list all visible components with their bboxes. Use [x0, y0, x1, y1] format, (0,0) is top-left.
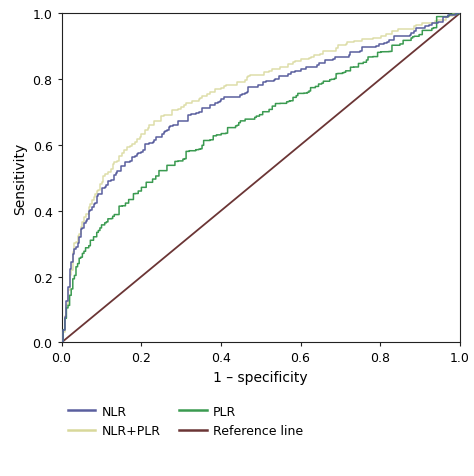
Y-axis label: Sensitivity: Sensitivity [13, 142, 27, 215]
Legend: NLR, NLR+PLR, PLR, Reference line: NLR, NLR+PLR, PLR, Reference line [68, 405, 303, 437]
X-axis label: 1 – specificity: 1 – specificity [213, 370, 308, 384]
